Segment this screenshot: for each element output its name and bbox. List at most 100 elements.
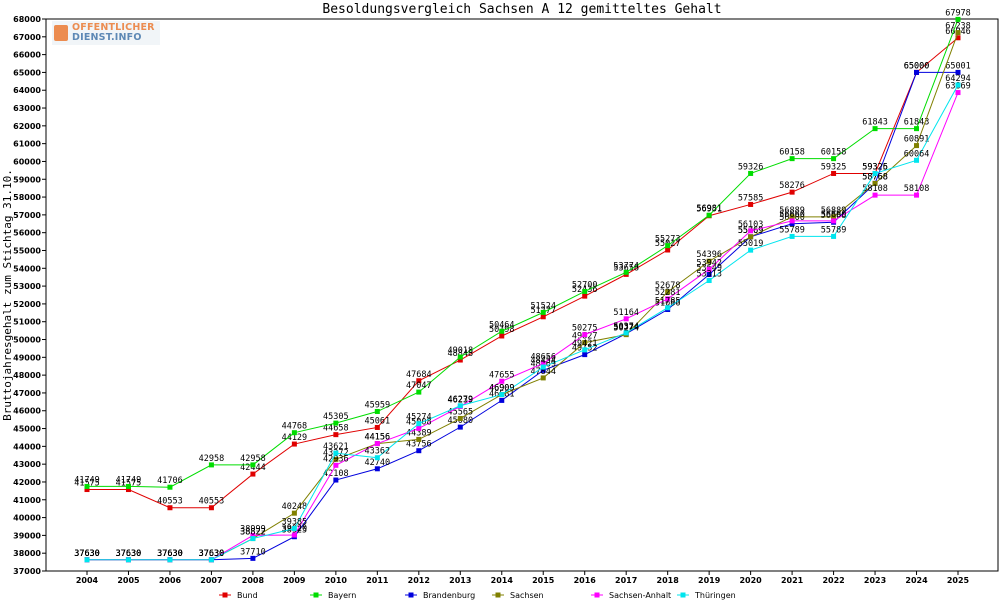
data-label: 48848 xyxy=(447,349,473,359)
series-line-0 xyxy=(87,37,959,509)
data-point xyxy=(623,316,629,322)
data-label: 50274 xyxy=(613,324,639,334)
data-point xyxy=(457,354,463,360)
data-label: 57585 xyxy=(738,193,764,203)
series-line-2 xyxy=(87,71,959,561)
data-point xyxy=(540,360,546,366)
data-point xyxy=(706,212,712,218)
data-label: 38822 xyxy=(240,528,266,538)
data-label: 60064 xyxy=(904,149,930,159)
data-point xyxy=(84,487,90,493)
series-line-4 xyxy=(87,92,959,561)
data-point xyxy=(333,420,339,426)
data-label: 56660 xyxy=(779,210,805,220)
data-point xyxy=(374,424,380,430)
data-point xyxy=(748,247,754,253)
data-point xyxy=(748,228,754,234)
data-point xyxy=(914,143,920,149)
data-label: 56981 xyxy=(696,204,722,214)
data-label: 40248 xyxy=(282,502,308,512)
data-label: 37630 xyxy=(157,549,183,559)
data-label: 45565 xyxy=(447,407,473,417)
data-label: 65001 xyxy=(945,61,971,71)
y-tick-label: 41000 xyxy=(13,496,41,505)
data-point xyxy=(540,364,546,370)
data-label: 49018 xyxy=(447,346,473,356)
y-tick-label: 68000 xyxy=(13,15,41,24)
y-tick-label: 57000 xyxy=(13,211,41,220)
data-label: 41575 xyxy=(116,479,142,489)
plot-frame xyxy=(45,18,999,572)
y-tick-label: 49000 xyxy=(13,353,41,362)
x-tick-label: 2008 xyxy=(242,576,265,585)
data-point xyxy=(789,189,795,195)
data-label: 54396 xyxy=(696,250,722,260)
data-point xyxy=(665,305,671,311)
data-label: 42936 xyxy=(323,454,349,464)
data-point xyxy=(374,466,380,472)
x-tick-label: 2018 xyxy=(657,576,680,585)
legend-label: Sachsen xyxy=(510,591,544,600)
data-label: 45080 xyxy=(447,416,473,426)
x-tick-label: 2021 xyxy=(781,576,804,585)
data-label: 43362 xyxy=(365,447,391,457)
y-tick-label: 66000 xyxy=(13,51,41,60)
data-label: 44768 xyxy=(282,422,308,432)
data-label: 41706 xyxy=(157,476,183,486)
data-label: 52678 xyxy=(655,281,681,291)
legend-label: Brandenburg xyxy=(423,591,475,600)
data-label: 65000 xyxy=(904,61,930,71)
y-tick-label: 37000 xyxy=(13,567,41,576)
data-point xyxy=(914,69,920,75)
y-tick-label: 40000 xyxy=(13,514,41,523)
data-label: 37630 xyxy=(116,549,142,559)
data-point xyxy=(291,526,297,532)
data-point xyxy=(789,156,795,162)
legend-label: Thüringen xyxy=(694,591,736,600)
data-point xyxy=(125,487,131,493)
y-tick-label: 62000 xyxy=(13,122,41,131)
data-point xyxy=(333,456,339,462)
y-tick-label: 39000 xyxy=(13,531,41,540)
data-label: 53942 xyxy=(696,258,722,268)
data-label: 39385 xyxy=(282,518,308,528)
data-label: 44156 xyxy=(365,433,391,443)
data-point xyxy=(748,201,754,207)
data-point xyxy=(955,30,961,36)
data-point xyxy=(706,258,712,264)
data-point xyxy=(84,557,90,563)
data-label: 55273 xyxy=(655,235,681,245)
data-label: 40553 xyxy=(157,497,183,507)
data-point xyxy=(955,35,961,41)
data-label: 40553 xyxy=(199,497,225,507)
data-label: 41749 xyxy=(74,475,100,485)
data-point xyxy=(333,450,339,456)
data-point xyxy=(582,332,588,338)
logo-watermark: OFFENTLICHER DIENST.INFO xyxy=(52,21,160,45)
data-point xyxy=(540,309,546,315)
legend-marker xyxy=(222,592,228,598)
y-tick-label: 64000 xyxy=(13,86,41,95)
data-point xyxy=(416,425,422,431)
x-tick-label: 2022 xyxy=(822,576,844,585)
chart-title: Besoldungsvergleich Sachsen A 12 gemitte… xyxy=(322,2,721,17)
data-label: 46239 xyxy=(447,395,473,405)
data-label: 49421 xyxy=(572,339,598,349)
data-point xyxy=(872,180,878,186)
data-point xyxy=(499,328,505,334)
data-point xyxy=(374,441,380,447)
data-point xyxy=(665,247,671,253)
data-label: 60158 xyxy=(821,148,847,158)
x-tick-label: 2013 xyxy=(449,576,471,585)
data-point xyxy=(872,170,878,176)
data-point xyxy=(416,378,422,384)
y-tick-label: 60000 xyxy=(13,157,41,166)
data-label: 50324 xyxy=(613,323,639,333)
data-label: 37630 xyxy=(74,549,100,559)
legend-marker xyxy=(408,592,414,598)
data-label: 59326 xyxy=(862,162,888,172)
data-label: 37630 xyxy=(199,549,225,559)
data-label: 47047 xyxy=(406,381,432,391)
